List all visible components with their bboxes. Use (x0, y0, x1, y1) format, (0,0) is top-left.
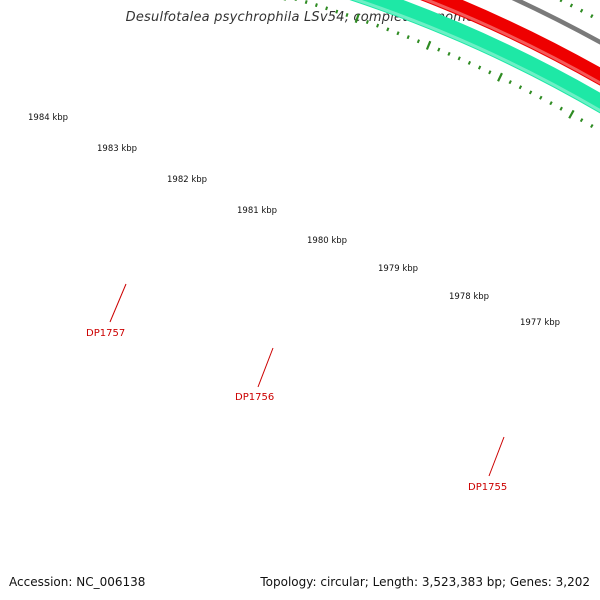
minor-tick (416, 39, 420, 44)
minor-tick (467, 60, 472, 65)
minor-tick (406, 35, 410, 40)
minor-tick (376, 23, 380, 28)
minor-tick (437, 47, 441, 52)
inner-scale-ticks (283, 0, 594, 129)
minor-tick (579, 118, 584, 123)
scale-label: 1984 kbp (28, 113, 68, 123)
gene-highlight (352, 0, 600, 113)
scale-label: 1977 kbp (520, 318, 560, 328)
gene-label-leader (488, 436, 505, 477)
minor-tick (590, 123, 594, 129)
minor-tick (447, 51, 451, 56)
minor-tick (579, 8, 584, 13)
minor-tick (518, 85, 523, 90)
scale-label: 1979 kbp (378, 264, 418, 274)
gene-labels: DP1757 DP1756 DP1755 (86, 283, 507, 493)
gene-label: DP1755 (468, 482, 507, 493)
gene-label: DP1756 (235, 392, 274, 403)
minor-tick (345, 13, 349, 17)
minor-tick (396, 31, 400, 36)
minor-tick (335, 9, 339, 14)
minor-tick (457, 56, 461, 61)
minor-tick (325, 6, 329, 11)
scale-labels: 1984 kbp 1983 kbp 1982 kbp 1981 kbp 1980 kbp… (28, 113, 560, 328)
gene-highlight (422, 0, 600, 85)
major-tick (497, 72, 503, 82)
minor-tick (549, 101, 553, 106)
map-title: Desulfotalea psychrophila LSv54, complet… (125, 10, 475, 25)
minor-tick (528, 90, 533, 95)
scale-label: 1981 kbp (237, 206, 277, 216)
minor-tick (590, 14, 594, 19)
scale-label: 1982 kbp (167, 175, 207, 185)
minor-tick (314, 3, 318, 8)
minor-tick (569, 3, 574, 8)
minor-tick (477, 65, 482, 70)
gene-label: DP1757 (86, 328, 125, 339)
accession-label: Accession: NC_006138 (9, 575, 146, 589)
major-tick (568, 109, 575, 119)
minor-tick (294, 0, 297, 2)
major-tick (425, 40, 432, 50)
minor-tick (304, 0, 308, 5)
minor-tick (508, 80, 512, 85)
gene-label-leader (257, 347, 274, 388)
backbone (511, 0, 600, 45)
gene-arc-dp1756 (419, 0, 600, 86)
backbone-line (511, 0, 600, 45)
minor-tick (559, 106, 563, 111)
scale-label: 1983 kbp (97, 144, 137, 154)
gene-features (349, 0, 600, 114)
minor-tick (365, 20, 369, 24)
genome-summary-label: Topology: circular; Length: 3,523,383 bp… (260, 575, 590, 589)
scale-label: 1978 kbp (449, 292, 489, 302)
minor-tick (559, 0, 563, 3)
major-tick (354, 13, 360, 24)
minor-tick (539, 95, 543, 100)
minor-tick (386, 27, 390, 32)
gene-arc-dp1755 (349, 0, 600, 114)
gene-label-leader (109, 283, 127, 323)
scale-label: 1980 kbp (307, 236, 347, 246)
minor-tick (488, 70, 492, 75)
outer-scale-ticks (559, 0, 594, 19)
